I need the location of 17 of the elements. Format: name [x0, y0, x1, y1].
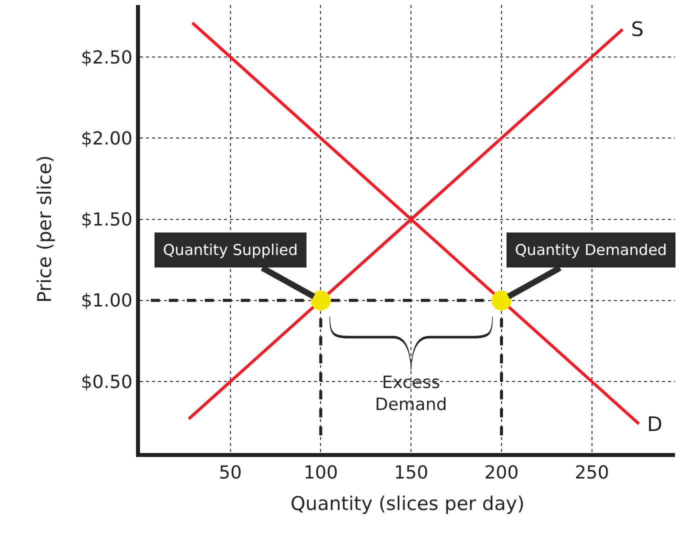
x-tick-label: 200	[484, 462, 519, 484]
y-tick-label: $2.50	[80, 47, 132, 68]
y-axis-title: Price (per slice)	[34, 155, 56, 303]
series-label: D	[647, 412, 662, 436]
x-tick-label: 100	[304, 462, 338, 484]
y-tick-label: $1.00	[80, 290, 132, 312]
x-axis-title: Quantity (slices per day)	[290, 492, 525, 515]
y-tick-label: $1.50	[80, 210, 132, 231]
series-label: S	[631, 17, 644, 41]
x-tick-label: 250	[574, 462, 610, 484]
x-tick-label: 150	[394, 462, 428, 484]
annotation: Quantity Demanded	[515, 241, 667, 259]
y-tick-label: $0.50	[80, 372, 132, 393]
x-tick-label: 50	[218, 462, 242, 484]
annotation: Excess Demand	[375, 373, 448, 416]
annotation: Quantity Supplied	[163, 241, 298, 259]
y-tick-label: $2.00	[80, 128, 132, 150]
